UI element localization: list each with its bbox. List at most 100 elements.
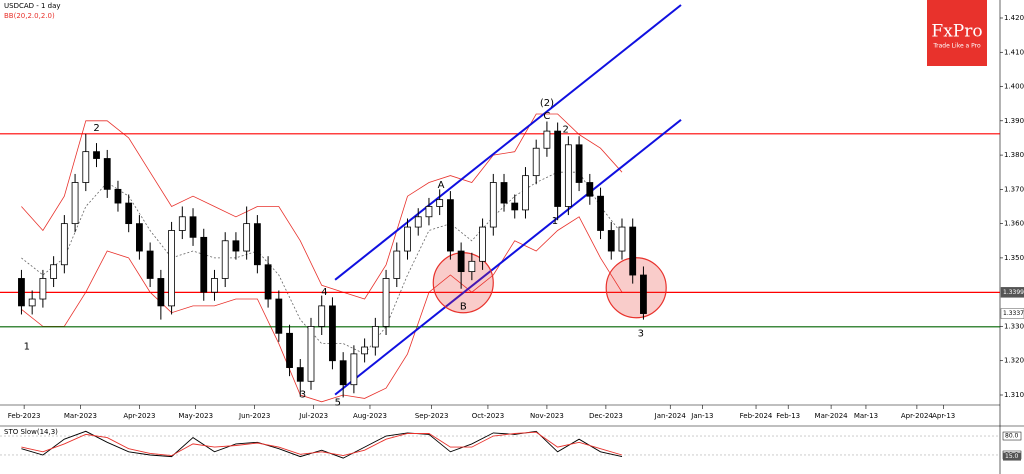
y-tick-label: 1.37000 — [1004, 185, 1024, 193]
price-label-box — [1000, 287, 1024, 298]
y-tick-label: 1.39000 — [1004, 117, 1024, 125]
candle-body — [28, 298, 36, 307]
candle-body — [39, 278, 47, 300]
x-tick-label: Sep-2023 — [415, 412, 449, 420]
x-tick-label: Nov-2023 — [530, 412, 564, 420]
oscillator-tick-label: 80.0 — [1005, 433, 1019, 440]
y-tick-label: 1.38000 — [1004, 151, 1024, 159]
candle-body — [404, 226, 411, 252]
candle-body — [71, 182, 79, 225]
candle-body — [361, 346, 369, 355]
candle-body — [50, 264, 58, 279]
candle-body — [329, 305, 336, 362]
candle-body — [93, 151, 100, 159]
candle-body — [275, 298, 283, 334]
candle-body — [350, 353, 358, 386]
candle-body — [125, 202, 133, 225]
candle-body — [607, 230, 615, 252]
candle-body — [425, 206, 433, 218]
oscillator-line — [21, 431, 623, 457]
x-tick-label: Apr-13 — [932, 412, 955, 420]
wave-label: 4 — [321, 287, 327, 298]
x-tick-label: Jul-2023 — [298, 412, 328, 420]
x-tick-label: Mar-2023 — [64, 412, 97, 420]
candle-body — [468, 260, 476, 273]
x-tick-label: Jan-2024 — [654, 412, 687, 420]
wave-label: 1 — [552, 216, 558, 227]
channel-line — [334, 119, 682, 396]
candle-body — [640, 274, 647, 314]
x-tick-label: Feb-2024 — [740, 412, 773, 420]
candle-body — [103, 158, 111, 190]
y-tick-label: 1.35000 — [1004, 254, 1024, 262]
y-tick-label: 1.36000 — [1004, 220, 1024, 228]
x-tick-label: Feb-13 — [776, 412, 800, 420]
candle-body — [157, 278, 165, 307]
candle-body — [597, 195, 604, 231]
candle-body — [296, 367, 304, 382]
oscillator-tick-box — [1002, 431, 1022, 441]
wave-label: 3 — [638, 329, 644, 340]
wave-label: (2) — [540, 98, 554, 109]
candle-body — [60, 223, 68, 266]
candle-body — [200, 236, 208, 293]
candle-body — [457, 250, 465, 273]
x-tick-label: Mar-13 — [854, 412, 878, 420]
oscillator-current-label: 15.0 — [1005, 453, 1019, 460]
candle-body — [564, 144, 572, 207]
y-tick-label: 1.32000 — [1004, 357, 1024, 365]
logo-box — [927, 0, 987, 66]
x-tick-label: Dec-2023 — [589, 412, 623, 420]
highlight-circle — [605, 257, 667, 319]
price-label-box — [1000, 308, 1024, 319]
candle-body — [82, 151, 90, 183]
candle-body — [618, 226, 626, 252]
candle-body — [264, 264, 272, 300]
candle-body — [554, 130, 562, 207]
candle-body — [393, 250, 401, 279]
candle-body — [307, 326, 315, 382]
wave-label: B — [460, 302, 467, 313]
wave-label: 3 — [300, 390, 306, 401]
candle-body — [178, 216, 186, 231]
candle-body — [339, 360, 347, 386]
candle-body — [414, 216, 422, 228]
x-tick-label: Apr-2024 — [901, 412, 934, 420]
candle-body — [382, 278, 390, 327]
candle-body — [371, 326, 379, 348]
wave-label: C — [543, 111, 550, 122]
wave-label: 5 — [335, 398, 341, 409]
candle-body — [114, 188, 122, 204]
oscillator-current-box — [1003, 452, 1021, 461]
y-tick-label: 1.42000 — [1004, 14, 1024, 22]
y-tick-label: 1.40000 — [1004, 83, 1024, 91]
candle-body — [253, 223, 261, 266]
wave-label: 2 — [93, 123, 99, 134]
candle-body — [211, 278, 218, 293]
candle-body — [168, 230, 175, 307]
channel-line — [334, 4, 682, 281]
candle-body — [489, 182, 497, 228]
candle-body — [522, 175, 529, 211]
candle-body — [629, 226, 637, 276]
candle-body — [479, 226, 486, 262]
candle-body — [243, 223, 251, 252]
candle-body — [532, 147, 540, 177]
candle-body — [286, 332, 293, 368]
x-tick-label: Apr-2023 — [123, 412, 155, 420]
chart-title: USDCAD - 1 day — [4, 2, 61, 10]
oscillator-title: STO Slow(14,3) — [4, 428, 58, 436]
price-label: 1.33376 — [1003, 310, 1024, 317]
y-tick-label: 1.41000 — [1004, 48, 1024, 56]
candle-body — [543, 130, 551, 149]
x-tick-label: Mar-2024 — [815, 412, 849, 420]
logo-title: FxPro — [931, 22, 982, 42]
wave-label: A — [438, 180, 445, 191]
x-tick-label: Aug-2023 — [353, 412, 387, 420]
candle-body — [436, 199, 444, 207]
logo-tagline: Trade Like a Pro — [932, 43, 981, 50]
candle-body — [500, 182, 508, 204]
candle-body — [586, 182, 594, 197]
